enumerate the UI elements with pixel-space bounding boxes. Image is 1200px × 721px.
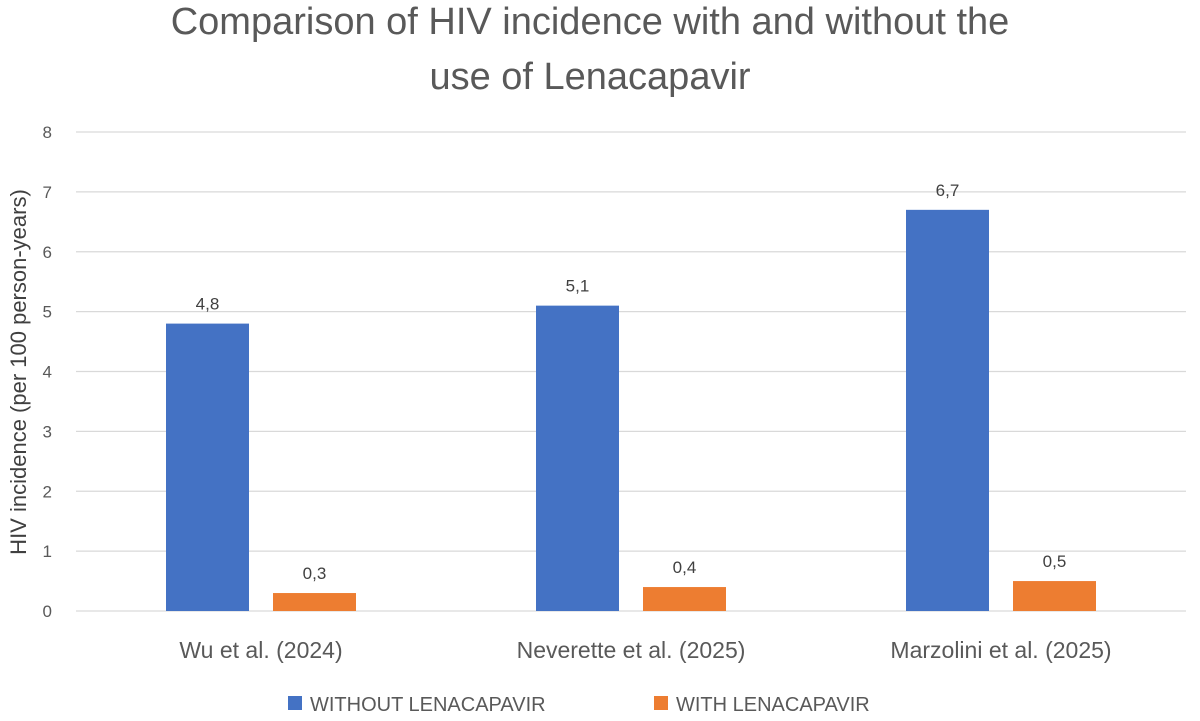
legend-label-without: WITHOUT LENACAPAVIR	[310, 694, 546, 716]
bar-without-1	[536, 305, 619, 611]
x-category-label-1: Neverette et al. (2025)	[517, 637, 746, 663]
bar-with-1	[643, 587, 726, 611]
legend: WITHOUT LENACAPAVIR WITH LENACAPAVIR	[288, 694, 870, 716]
data-label-with-1: 0,4	[673, 558, 697, 577]
y-tick-label-2: 2	[43, 482, 52, 501]
y-tick-label-3: 3	[43, 422, 52, 441]
y-tick-label-6: 6	[43, 243, 52, 262]
legend-label-with: WITH LENACAPAVIR	[676, 694, 870, 716]
bar-without-0	[166, 323, 249, 611]
x-axis-categories: Wu et al. (2024) Neverette et al. (2025) M…	[179, 637, 1111, 663]
y-tick-label-4: 4	[43, 363, 52, 382]
bar-with-2	[1013, 581, 1096, 611]
chart-title-line-2: use of Lenacapavir	[429, 56, 750, 98]
chart-title-line-1: Comparison of HIV incidence with and wit…	[171, 1, 1010, 43]
bars	[166, 209, 1096, 611]
data-labels: 4,8 0,3 5,1 0,4 6,7 0,5	[196, 181, 1067, 583]
y-axis-ticks: 0 1 2 3 4 5 6 7 8	[43, 123, 52, 621]
x-category-label-2: Marzolini et al. (2025)	[890, 637, 1111, 663]
data-label-with-0: 0,3	[303, 564, 327, 583]
y-tick-label-8: 8	[43, 123, 52, 142]
y-tick-label-1: 1	[43, 542, 52, 561]
gridlines	[76, 131, 1186, 612]
data-label-without-0: 4,8	[196, 295, 220, 314]
x-category-label-0: Wu et al. (2024)	[179, 637, 342, 663]
bar-without-2	[906, 209, 989, 611]
legend-swatch-without	[288, 696, 302, 710]
y-axis-label: HIV incidence (per 100 person-years)	[6, 189, 31, 555]
data-label-without-1: 5,1	[566, 277, 590, 296]
y-tick-label-0: 0	[43, 602, 52, 621]
chart-title: Comparison of HIV incidence with and wit…	[171, 1, 1010, 98]
legend-swatch-with	[654, 696, 668, 710]
bar-with-0	[273, 593, 356, 611]
y-tick-label-7: 7	[43, 183, 52, 202]
y-tick-label-5: 5	[43, 303, 52, 322]
data-label-without-2: 6,7	[936, 181, 960, 200]
data-label-with-2: 0,5	[1043, 552, 1067, 571]
